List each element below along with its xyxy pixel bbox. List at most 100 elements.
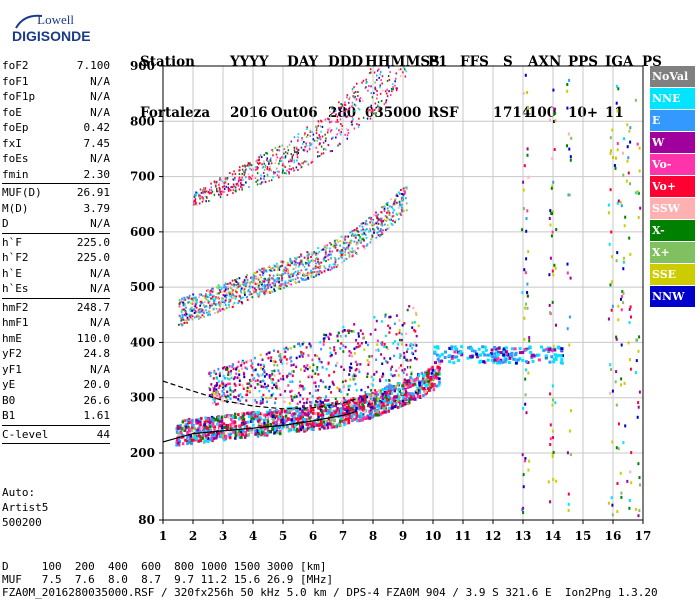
echo-point <box>254 432 257 436</box>
echo-point <box>226 377 229 380</box>
echo-point <box>318 427 321 431</box>
echo-point <box>300 253 302 256</box>
echo-point <box>548 273 551 277</box>
echo-point <box>311 159 314 162</box>
echo-point <box>345 127 348 130</box>
echo-point <box>336 361 339 365</box>
echo-point <box>320 119 322 122</box>
echo-point <box>615 446 618 450</box>
echo-point <box>281 171 284 174</box>
echo-point <box>493 358 497 362</box>
echo-point <box>202 304 205 307</box>
echo-point <box>276 417 280 421</box>
echo-point <box>240 185 242 188</box>
echo-point <box>299 416 302 420</box>
param-name: C-level <box>2 427 49 441</box>
echo-point <box>411 351 414 355</box>
echo-point <box>368 395 371 399</box>
echo-point <box>351 399 355 403</box>
echo-point <box>253 272 256 275</box>
echo-point <box>283 347 286 351</box>
echo-point <box>317 403 320 407</box>
echo-point <box>566 106 569 110</box>
echo-point <box>230 414 233 418</box>
echo-point <box>466 356 470 360</box>
echo-point <box>252 369 255 372</box>
echo-point <box>362 245 365 247</box>
echo-point <box>250 417 253 421</box>
echo-point <box>349 241 352 244</box>
echo-point <box>382 229 384 232</box>
x-tick-label: 3 <box>219 529 227 543</box>
echo-point <box>289 257 292 260</box>
echo-point <box>294 151 296 154</box>
echo-point <box>232 363 235 367</box>
echo-point <box>181 324 184 327</box>
echo-point <box>377 104 379 107</box>
echo-point <box>238 424 241 428</box>
x-tick-label: 1 <box>159 529 167 543</box>
echo-point <box>549 256 552 260</box>
echo-point <box>183 419 186 423</box>
echo-point <box>278 162 280 165</box>
echo-point <box>200 416 203 420</box>
echo-point <box>372 109 374 112</box>
echo-point <box>244 366 247 369</box>
echo-point <box>251 286 254 289</box>
echo-point <box>284 156 287 159</box>
echo-point <box>438 377 441 381</box>
echo-point <box>266 157 268 160</box>
echo-point <box>271 427 275 431</box>
echo-point <box>297 281 300 284</box>
echo-point <box>522 188 525 192</box>
echo-point <box>308 366 311 369</box>
echo-point <box>394 200 396 203</box>
echo-point <box>351 234 354 237</box>
echo-point <box>232 289 234 292</box>
echo-point <box>353 96 355 99</box>
echo-point <box>281 156 283 159</box>
echo-point <box>226 178 228 181</box>
echo-point <box>320 271 323 274</box>
echo-point <box>292 153 295 156</box>
echo-point <box>232 390 235 393</box>
echo-point <box>262 272 265 275</box>
echo-point <box>314 265 317 268</box>
echo-point <box>373 229 376 232</box>
echo-point <box>359 400 362 403</box>
echo-point <box>193 203 195 206</box>
echo-point <box>297 162 300 165</box>
echo-point <box>256 179 259 182</box>
echo-point <box>382 410 386 414</box>
echo-point <box>341 128 343 131</box>
echo-point <box>276 156 278 159</box>
echo-point <box>459 350 463 353</box>
param-row: h`Es N/A <box>2 281 110 297</box>
echo-point <box>529 351 533 354</box>
echo-point <box>360 238 363 241</box>
echo-point <box>263 162 265 165</box>
echo-point <box>418 381 421 385</box>
echo-point <box>404 393 407 397</box>
echo-point <box>231 173 234 176</box>
echo-point <box>551 212 554 216</box>
echo-point <box>360 342 363 345</box>
echo-point <box>243 361 245 365</box>
echo-point <box>289 347 292 350</box>
echo-point <box>392 342 395 345</box>
echo-point <box>327 361 330 365</box>
echo-point <box>393 395 396 399</box>
echo-point <box>178 443 181 447</box>
echo-point <box>259 290 262 293</box>
echo-point <box>184 303 186 306</box>
echo-point <box>227 382 230 386</box>
echo-point <box>615 335 618 339</box>
echo-point <box>377 222 380 225</box>
echo-point <box>308 416 311 420</box>
echo-point <box>388 78 391 81</box>
echo-point <box>245 176 247 179</box>
echo-point <box>311 271 314 274</box>
echo-point <box>353 374 356 378</box>
echo-point <box>210 417 213 421</box>
echo-point <box>213 295 215 297</box>
